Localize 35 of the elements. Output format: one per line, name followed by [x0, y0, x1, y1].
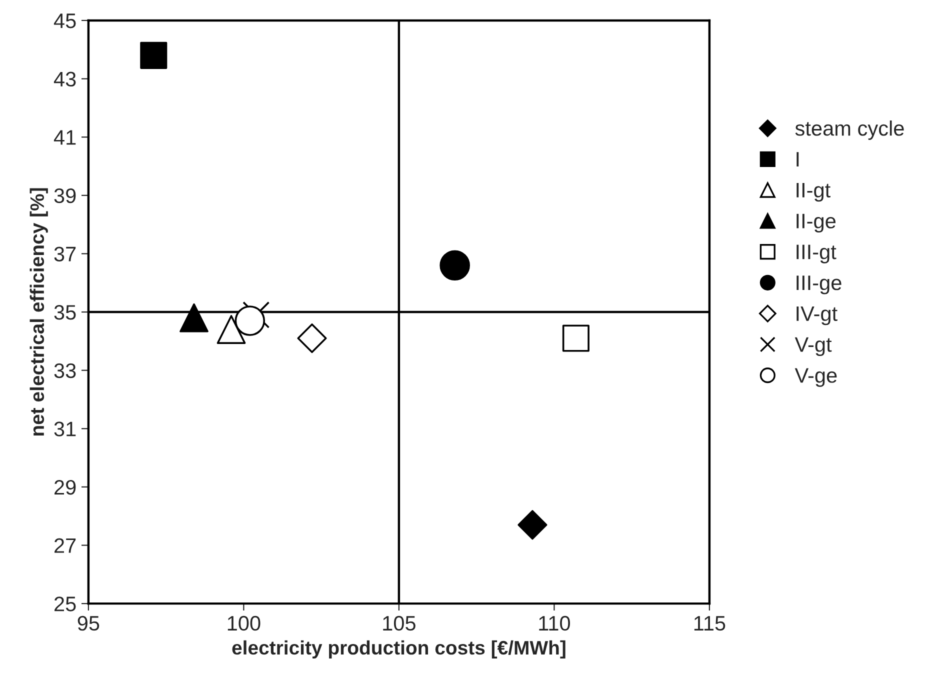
point	[562, 324, 590, 352]
y-axis-title: net electrical efficiency [%]	[30, 188, 48, 436]
legend-label: III-gt	[796, 244, 836, 264]
y-tick-label: 27	[54, 538, 76, 553]
x-tick-label: 115	[694, 616, 726, 631]
y-tick-label: 29	[54, 480, 76, 495]
point	[216, 315, 246, 344]
point	[440, 250, 470, 281]
legend-label: V-ge	[794, 368, 837, 387]
y-tick-label: 43	[54, 72, 76, 87]
legend-label: IV-gt	[796, 306, 838, 326]
y-tick-label: 31	[54, 422, 76, 436]
legend-label: I	[796, 152, 799, 166]
x-tick-label: 100	[228, 616, 260, 631]
y-tick-label: 41	[54, 130, 76, 145]
x-tick-label: 95	[78, 616, 100, 631]
x-axis-title: electricity production costs [€/MWh]	[232, 640, 566, 658]
point	[234, 306, 266, 336]
y-tick-label: 35	[54, 305, 76, 320]
point	[180, 303, 208, 332]
point	[140, 42, 168, 69]
y-tick-label: 33	[54, 363, 76, 378]
point	[297, 323, 327, 354]
y-tick-label: 45	[54, 14, 76, 28]
legend-label: II-gt	[796, 183, 830, 202]
legend-label: III-ge	[796, 276, 842, 294]
y-tick-label: 37	[54, 246, 76, 262]
legend-label: steam cycle	[795, 120, 904, 140]
y-tick-label: 25	[54, 596, 76, 612]
legend-label: V-gt	[794, 337, 832, 356]
point	[518, 510, 548, 540]
y-tick-label: 39	[54, 188, 76, 204]
x-tick-label: 110	[539, 616, 570, 631]
legend-label: II-ge	[796, 214, 836, 233]
x-tick-label: 105	[383, 616, 416, 631]
